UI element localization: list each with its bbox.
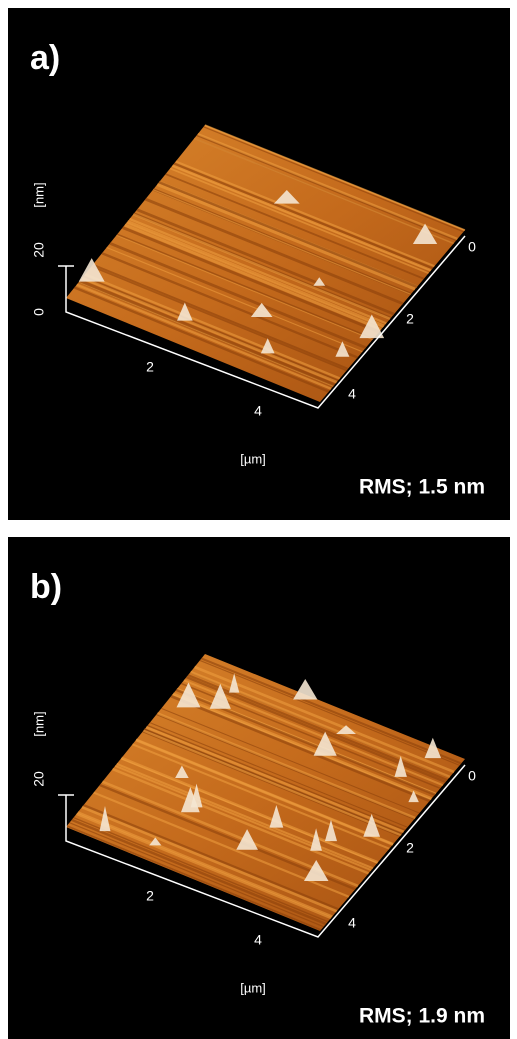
y-tick-label: 0 <box>468 768 476 784</box>
afm-panel: b) [nm] 20 2 4 [µm] 0 2 4 RMS; 1.9 nm <box>8 537 510 1039</box>
panel-label: b) <box>30 568 62 606</box>
rms-value: RMS; 1.5 nm <box>359 476 485 499</box>
x-axis-unit: [µm] <box>240 980 266 995</box>
afm-panel: a) [nm] 20 0 2 4 [µm] 0 2 4 RMS; 1.5 nm <box>8 8 510 520</box>
y-tick-label: 4 <box>348 915 356 931</box>
y-tick-label: 0 <box>468 239 476 255</box>
x-axis-unit: [µm] <box>240 451 266 466</box>
z-tick-label: 0 <box>31 308 47 316</box>
y-tick-label: 2 <box>406 840 414 856</box>
figure: a)[nm]20024[µm]024RMS; 1.5 nmb)[nm]2024[… <box>0 0 517 1039</box>
x-tick-label: 4 <box>254 403 262 419</box>
rms-value: RMS; 1.9 nm <box>359 1005 485 1028</box>
y-tick-label: 4 <box>348 386 356 402</box>
panel-label: a) <box>30 39 60 77</box>
y-tick-label: 2 <box>406 311 414 327</box>
z-axis-unit: [nm] <box>31 711 46 736</box>
x-tick-label: 2 <box>146 359 154 375</box>
z-axis-unit: [nm] <box>31 182 46 207</box>
z-tick-label: 20 <box>31 242 47 258</box>
x-tick-label: 4 <box>254 932 262 948</box>
x-tick-label: 2 <box>146 888 154 904</box>
z-tick-label: 20 <box>31 771 47 787</box>
